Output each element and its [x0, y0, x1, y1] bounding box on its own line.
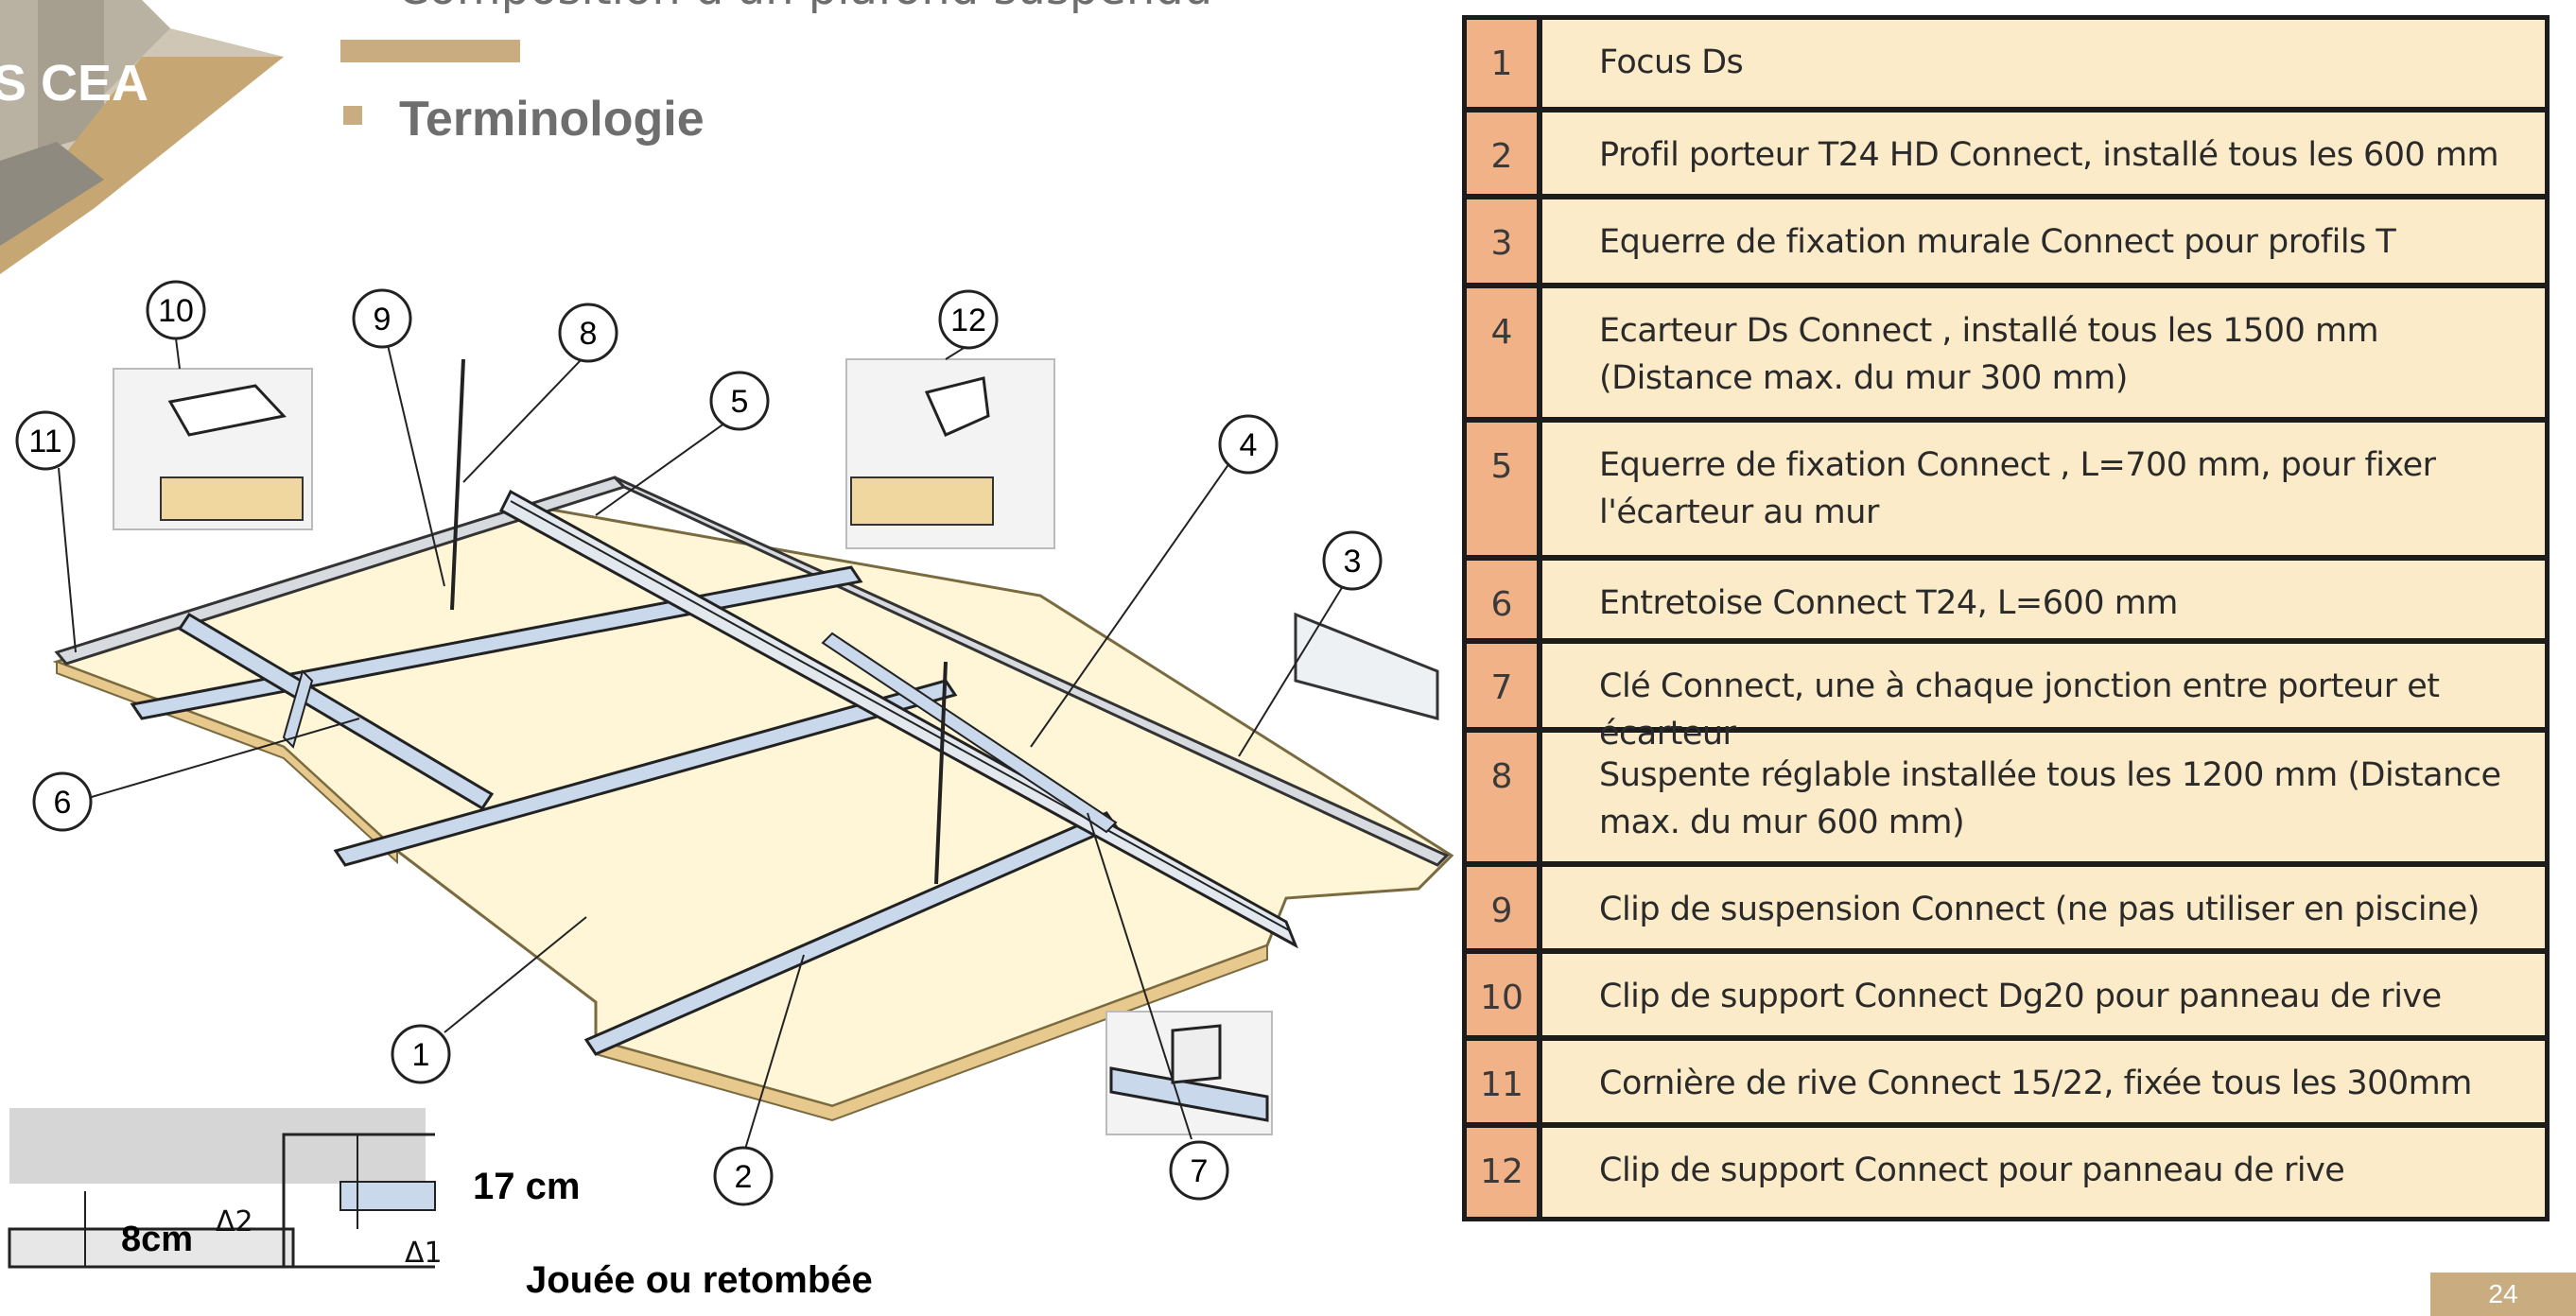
svg-text:9: 9 [374, 302, 392, 338]
svg-text:11: 11 [28, 424, 61, 459]
callout-8: 8 [558, 303, 618, 363]
row-number: 12 [1467, 1128, 1542, 1217]
svg-text:6: 6 [54, 785, 72, 821]
title-underline [340, 40, 520, 62]
row-number: 8 [1467, 733, 1542, 861]
dimension-8cm: 8cm [121, 1220, 194, 1259]
legend-row: 7 Clé Connect, une à chaque jonction entr… [1467, 644, 2545, 753]
row-number: 1 [1467, 20, 1542, 107]
svg-text:3: 3 [1344, 544, 1362, 580]
row-number: 4 [1467, 288, 1542, 417]
row-text: Focus Ds [1599, 43, 1744, 81]
callout-12: 12 [938, 289, 999, 350]
ceiling-diagram: 1 2 3 4 5 6 7 8 9 10 11 12 [15, 280, 1454, 1206]
legend-row: 8 Suspente réglable installée tous les 12… [1467, 733, 2545, 867]
legend-row: 1 Focus Ds [1467, 20, 2545, 113]
page-number: 24 [2430, 1273, 2576, 1316]
logo-text: S CEA [0, 55, 148, 112]
callout-1: 1 [391, 1024, 451, 1084]
row-number: 11 [1467, 1041, 1542, 1122]
svg-text:2: 2 [735, 1159, 753, 1195]
legend-row: 11 Cornière de rive Connect 15/22, fixée … [1467, 1041, 2545, 1128]
row-text: Profil porteur T24 HD Connect, installé … [1599, 136, 2499, 174]
callout-10: 10 [146, 280, 206, 340]
svg-text:12: 12 [950, 303, 986, 338]
legend-row: 10 Clip de support Connect Dg20 pour pann… [1467, 954, 2545, 1041]
row-text: Clip de support Connect pour panneau de … [1599, 1152, 2345, 1189]
row-number: 10 [1467, 954, 1542, 1035]
row-text: Cornière de rive Connect 15/22, fixée to… [1599, 1065, 2472, 1102]
svg-text:7: 7 [1191, 1153, 1209, 1189]
row-number: 7 [1467, 644, 1542, 727]
row-number: 2 [1467, 113, 1542, 194]
slide-title: Composition d'un plafond suspendu [397, 0, 1212, 15]
callout-3: 3 [1322, 530, 1383, 591]
svg-text:1: 1 [412, 1037, 430, 1073]
row-text: Clip de suspension Connect (ne pas utili… [1599, 891, 2480, 928]
legend-row: 2 Profil porteur T24 HD Connect, installé… [1467, 113, 2545, 199]
svg-text:10: 10 [158, 293, 194, 329]
logo: S CEA [0, 0, 312, 274]
wall-angle-right [1294, 612, 1439, 720]
cross-tee [282, 669, 314, 749]
main-runner [333, 679, 958, 867]
svg-text:Δ1: Δ1 [405, 1237, 443, 1270]
row-text: Entretoise Connect T24, L=600 mm [1599, 584, 2178, 622]
legend-row: 6 Entretoise Connect T24, L=600 mm [1467, 561, 2545, 644]
callout-6: 6 [32, 771, 93, 832]
svg-text:5: 5 [731, 384, 749, 420]
legend-row: 12 Clip de support Connect pour panneau d… [1467, 1128, 2545, 1217]
legend-row: 9 Clip de suspension Connect (ne pas util… [1467, 867, 2545, 954]
callout-11: 11 [15, 410, 76, 471]
row-text: Ecarteur Ds Connect , installé tous les … [1599, 312, 2379, 397]
row-text: Suspente réglable installée tous les 120… [1599, 756, 2501, 841]
section-heading: Terminologie [399, 92, 705, 147]
row-text: Equerre de fixation Connect , L=700 mm, … [1599, 446, 2436, 531]
cross-tee [177, 612, 495, 811]
callout-5: 5 [709, 371, 770, 431]
detail-caption: Jouée ou retombée [526, 1259, 873, 1301]
row-number: 5 [1467, 423, 1542, 555]
row-text: Equerre de fixation murale Connect pour … [1599, 223, 2396, 261]
svg-text:8: 8 [580, 316, 598, 352]
panel-edge [56, 660, 398, 865]
dimension-17cm: 17 cm [473, 1166, 581, 1207]
bullet-square [343, 106, 362, 125]
svg-text:Δ2: Δ2 [216, 1205, 253, 1238]
callout-9: 9 [352, 288, 412, 349]
row-number: 6 [1467, 561, 1542, 638]
row-text: Clé Connect, une à chaque jonction entre… [1599, 667, 2440, 753]
callout-7: 7 [1169, 1140, 1229, 1201]
row-number: 3 [1467, 199, 1542, 283]
callout-2: 2 [713, 1146, 774, 1206]
legend-row: 4 Ecarteur Ds Connect , installé tous les… [1467, 288, 2545, 423]
row-number: 9 [1467, 867, 1542, 948]
svg-text:4: 4 [1240, 427, 1258, 463]
row-text: Clip de support Connect Dg20 pour pannea… [1599, 978, 2442, 1015]
legend-row: 3 Equerre de fixation murale Connect pour… [1467, 199, 2545, 288]
legend-row: 5 Equerre de fixation Connect , L=700 mm,… [1467, 423, 2545, 561]
section-detail: Δ2 Δ1 [8, 1108, 443, 1270]
callout-4: 4 [1218, 414, 1279, 475]
legend-table: 1 Focus Ds 2 Profil porteur T24 HD Connect… [1462, 15, 2550, 1221]
cross-tee [821, 632, 1118, 834]
